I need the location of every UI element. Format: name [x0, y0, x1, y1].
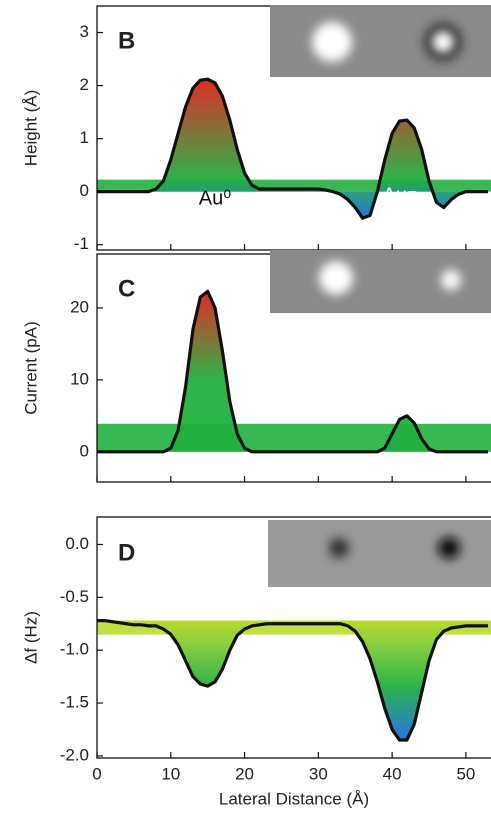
x-tick-label: 0 [92, 764, 101, 783]
y-tick-label: -1.0 [60, 640, 89, 659]
y-axis-label: Current (pA) [21, 321, 40, 415]
inset-c [270, 250, 491, 313]
inset-b [270, 5, 491, 77]
signal-fill [97, 291, 489, 452]
x-axis-label: Lateral Distance (Å) [219, 789, 369, 808]
panel [96, 253, 491, 483]
annotation: Au⁻ [382, 184, 417, 206]
baseline-band [97, 423, 491, 452]
y-axis-label: Height (Å) [21, 90, 40, 167]
panel-label: B [118, 27, 135, 54]
panel-label: D [118, 539, 135, 566]
y-axis-label: Δf (Hz) [21, 611, 40, 664]
panel-label: C [118, 275, 135, 302]
x-tick-label: 50 [456, 764, 475, 783]
x-tick-label: 40 [383, 764, 402, 783]
y-tick-label: 0 [80, 441, 89, 460]
inset-d [268, 520, 491, 587]
y-tick-label: 0.0 [65, 534, 89, 553]
y-tick-label: 3 [80, 22, 89, 41]
y-tick-label: -2.0 [60, 745, 89, 764]
y-tick-label: -0.5 [60, 587, 89, 606]
y-tick-label: 2 [80, 75, 89, 94]
plots [96, 5, 491, 759]
y-tick-label: -1 [74, 234, 89, 253]
x-tick-label: 20 [235, 764, 254, 783]
y-tick-label: 10 [70, 369, 89, 388]
signal-line [97, 77, 489, 220]
y-tick-label: 20 [70, 297, 89, 316]
signal-line [97, 618, 489, 742]
panel [96, 516, 491, 759]
y-tick-label: 0 [80, 181, 89, 200]
x-tick-label: 10 [161, 764, 180, 783]
signal-line [97, 289, 489, 454]
frame [96, 516, 491, 759]
y-tick-label: 1 [80, 128, 89, 147]
signal-fill [97, 620, 489, 741]
y-tick-label: -1.5 [60, 693, 89, 712]
x-tick-label: 30 [309, 764, 328, 783]
labels: -1 0 1 2 3 B Height (Å) Au⁰ Au⁻ 0 10 20 C Current (pA… [21, 22, 475, 808]
annotation: Au⁰ [199, 187, 231, 209]
signal-fill [97, 79, 489, 219]
